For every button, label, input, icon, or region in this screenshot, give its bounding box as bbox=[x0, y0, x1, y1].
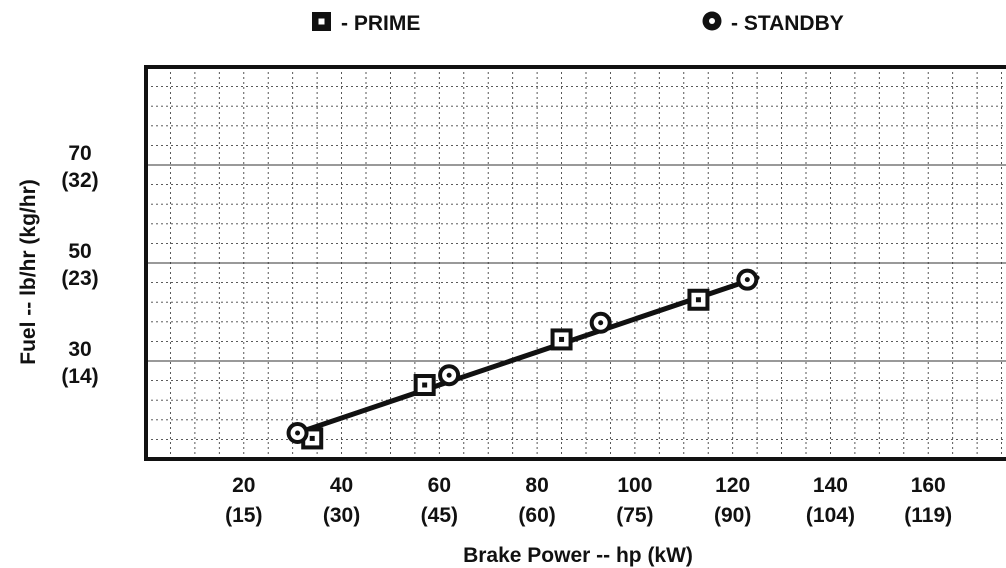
legend-standby-circle-inner bbox=[709, 18, 715, 24]
legend-standby-label: - STANDBY bbox=[731, 12, 844, 35]
standby-point-center bbox=[744, 277, 750, 283]
y-tick-label-kg: (32) bbox=[61, 169, 98, 192]
x-tick-label-hp: 80 bbox=[525, 474, 548, 497]
y-tick-label-lb: 30 bbox=[68, 338, 91, 361]
trend-line-layer bbox=[290, 275, 760, 437]
x-tick-label-hp: 40 bbox=[330, 474, 353, 497]
prime-point-center bbox=[422, 382, 428, 388]
x-tick-label-kw: (60) bbox=[518, 504, 555, 527]
standby-point-center bbox=[446, 372, 452, 378]
x-tick-label-kw: (45) bbox=[421, 504, 458, 527]
fuel-trend-line bbox=[290, 275, 760, 437]
y-tick-label-kg: (14) bbox=[61, 365, 98, 388]
prime-point-center bbox=[695, 297, 701, 303]
y-tick-labels: 30 (14) 50 (23) 70 (32) bbox=[61, 142, 98, 388]
grid bbox=[146, 67, 1006, 459]
x-tick-label-kw: (75) bbox=[616, 504, 653, 527]
x-tick-label-hp: 120 bbox=[715, 474, 750, 497]
prime-point-center bbox=[559, 336, 565, 342]
x-tick-label-hp: 140 bbox=[813, 474, 848, 497]
standby-point-center bbox=[598, 320, 604, 326]
x-tick-label-kw: (104) bbox=[806, 504, 855, 527]
x-tick-label-kw: (30) bbox=[323, 504, 360, 527]
markers bbox=[286, 268, 759, 450]
x-axis-title: Brake Power -- hp (kW) bbox=[463, 544, 693, 567]
y-tick-label-kg: (23) bbox=[61, 267, 98, 290]
y-axis-title: Fuel -- lb/hr (kg/hr) bbox=[17, 179, 40, 364]
x-tick-labels: 20 (15) 40 (30) 60 (45) 80 (60) 100 (75) 120 (90) 14… bbox=[225, 474, 952, 527]
x-tick-label-kw: (90) bbox=[714, 504, 751, 527]
x-tick-label-kw: (119) bbox=[904, 504, 952, 527]
y-tick-label-lb: 70 bbox=[68, 142, 91, 165]
x-tick-label-hp: 160 bbox=[911, 474, 946, 497]
x-tick-label-hp: 100 bbox=[617, 474, 652, 497]
x-tick-label-kw: (15) bbox=[225, 504, 262, 527]
legend-prime-square-inner bbox=[318, 18, 325, 25]
standby-point-center bbox=[295, 430, 301, 436]
x-tick-label-hp: 20 bbox=[232, 474, 255, 497]
plot-frame bbox=[144, 65, 1006, 461]
prime-point-center bbox=[309, 435, 315, 441]
legend-prime-label: - PRIME bbox=[341, 12, 420, 35]
legend: - PRIME - STANDBY bbox=[312, 11, 844, 35]
x-tick-label-hp: 60 bbox=[428, 474, 451, 497]
y-tick-label-lb: 50 bbox=[68, 240, 91, 263]
